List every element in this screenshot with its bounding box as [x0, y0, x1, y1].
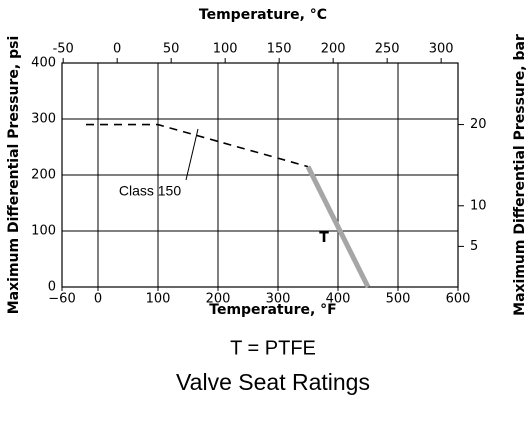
y2-axis-label: Maximum Differential Pressure, bar [512, 34, 528, 316]
chart-title: Valve Seat Ratings [176, 369, 370, 395]
x2-tick-label: 50 [163, 42, 180, 57]
x2-tick-label: 250 [375, 42, 400, 57]
x2-tick-label: 100 [213, 42, 238, 57]
x-tick-label: 0 [94, 292, 102, 307]
x2-tick-label: 150 [267, 42, 292, 57]
x-tick-label: 200 [206, 292, 231, 307]
series-line [86, 123, 309, 168]
y2-tick-label: 10 [470, 198, 487, 213]
series-line [305, 165, 371, 289]
y-tick-label: 300 [31, 112, 56, 127]
x-tick-label: 600 [446, 292, 471, 307]
x-axis-label: Temperature, °F [209, 302, 336, 318]
subtitle: T = PTFE [230, 337, 316, 359]
x-tick-label: −60 [48, 292, 75, 307]
series-label: T [319, 230, 329, 246]
y-tick-label: 200 [31, 168, 56, 183]
y-tick-label: 400 [31, 56, 56, 71]
x2-axis-label: Temperature, °C [199, 7, 327, 23]
x-tick-label: 100 [146, 292, 171, 307]
y-axis-label: Maximum Differential Pressure, psi [6, 36, 22, 315]
x-tick-label: 400 [326, 292, 351, 307]
x2-tick-label: 300 [429, 42, 454, 57]
leader-line [185, 128, 199, 181]
plot-frame [61, 62, 459, 288]
y-tick-label: 100 [31, 224, 56, 239]
x2-tick-label: 200 [321, 42, 346, 57]
x2-tick-label: -50 [53, 42, 74, 57]
x2-tick-label: 0 [113, 42, 121, 57]
y2-tick-label: 5 [470, 239, 478, 254]
x-tick-label: 300 [266, 292, 291, 307]
series-label: Class 150 [119, 183, 181, 199]
y-tick-label: 0 [48, 280, 56, 295]
x-tick-label: 500 [386, 292, 411, 307]
y2-tick-label: 20 [470, 117, 487, 132]
